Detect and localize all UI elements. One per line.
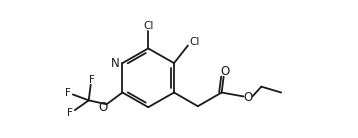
Text: O: O (244, 91, 253, 104)
Text: F: F (89, 75, 95, 85)
Text: Cl: Cl (143, 21, 154, 31)
Text: O: O (98, 101, 107, 114)
Text: F: F (65, 88, 71, 99)
Text: Cl: Cl (190, 37, 200, 47)
Text: N: N (111, 57, 120, 70)
Text: O: O (220, 65, 229, 78)
Text: F: F (67, 108, 73, 118)
